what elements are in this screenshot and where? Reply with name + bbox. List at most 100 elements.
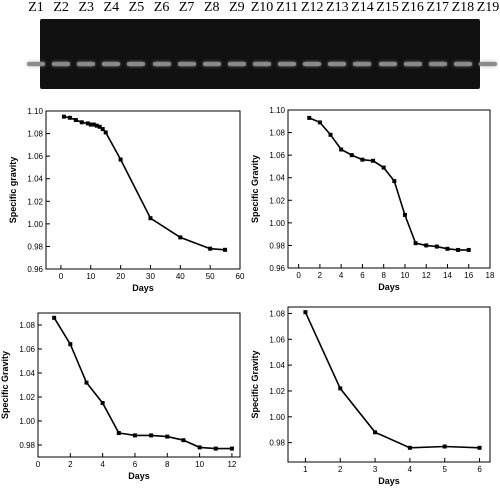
chart-top-left: 0.96 0.98 1.00 1.02 1.04 1.06 1.08 1.10 0 10 20 30 4… [8, 107, 245, 293]
data-point [381, 165, 386, 170]
data-point [118, 157, 123, 162]
data-point [132, 433, 137, 438]
y-tick-label: 1.06 [269, 335, 285, 344]
gel-lane-label: Z18 [451, 0, 475, 15]
gel-band [303, 62, 322, 66]
y-tick-label: 0.98 [27, 242, 43, 251]
chart-bottom-right: 0.98 1.00 1.02 1.04 1.06 1.08 1 2 3 4 5 6 Days Specif… [250, 306, 491, 486]
series-line [63, 115, 226, 251]
gel-lane-label: Z15 [376, 0, 399, 15]
gel-band [102, 62, 121, 66]
y-tick-label: 1.00 [19, 417, 35, 426]
y-axis-label: Specific gravity [8, 157, 18, 224]
x-tick-label: 6 [133, 460, 138, 469]
x-tick-label: 1 [303, 465, 308, 474]
gel-lane-label: Z4 [103, 0, 120, 15]
y-tick-label: 0.96 [269, 264, 285, 273]
gel-band [202, 62, 221, 66]
gel-lane-label: Z11 [276, 0, 299, 15]
y-tick-label: 0.98 [269, 241, 285, 250]
gel-image [27, 19, 497, 89]
y-tick-label: 1.10 [269, 106, 285, 115]
data-point [181, 438, 186, 443]
x-tick-label: 4 [408, 465, 413, 474]
y-tick-label: 1.08 [269, 309, 285, 318]
y-tick-label: 0.98 [269, 439, 285, 448]
data-point [307, 115, 312, 120]
x-tick-label: 8 [381, 271, 386, 280]
gel-lane-label: Z12 [300, 0, 324, 15]
x-tick-label: 12 [422, 271, 431, 280]
data-point [392, 179, 397, 184]
x-axis-label: Days [128, 471, 150, 481]
y-tick-label: 1.00 [269, 413, 285, 422]
y-tick-label: 0.98 [19, 441, 35, 450]
x-tick-label: 12 [227, 460, 236, 469]
y-tick-label: 1.02 [269, 387, 285, 396]
y-tick-label: 1.06 [19, 345, 35, 354]
y-tick-label: 1.00 [269, 219, 285, 228]
plot-frame [287, 109, 491, 269]
y-tick-label: 1.02 [19, 393, 35, 402]
data-point [67, 115, 72, 120]
data-point [303, 310, 308, 315]
series-line [53, 317, 232, 450]
data-point [100, 401, 105, 405]
gel-band [353, 62, 372, 66]
x-tick-label: 2 [338, 465, 343, 474]
gel-lane-label: Z5 [128, 0, 145, 15]
data-point [407, 445, 412, 450]
y-tick-label: 0.96 [27, 265, 43, 274]
data-point [79, 120, 84, 125]
data-point [477, 445, 482, 450]
data-point [84, 380, 89, 385]
x-tick-label: 40 [176, 272, 185, 281]
gel-band [253, 62, 271, 66]
data-point [442, 444, 447, 449]
x-tick-label: 5 [442, 465, 447, 474]
gel-band [428, 62, 447, 66]
chart-top-right: 0.96 0.98 1.00 1.02 1.04 1.06 1.08 1.10 0 2 4 6 8 10 1… [250, 106, 495, 292]
x-tick-label: 0 [296, 271, 301, 280]
data-point [213, 446, 218, 451]
gel-lane-label: Z1 [28, 0, 44, 15]
series-line [304, 311, 480, 449]
plot-frame [287, 306, 491, 463]
x-tick-label: 3 [373, 465, 378, 474]
gel-lane-label: Z17 [426, 0, 450, 15]
data-point [73, 118, 78, 123]
gel-lane-label: Z19 [476, 0, 500, 15]
y-tick-label: 1.08 [269, 129, 285, 138]
gel-lane-label: Z13 [326, 0, 349, 15]
x-tick-label: 2 [68, 460, 73, 469]
data-point [373, 430, 378, 435]
data-point [445, 246, 450, 251]
gel-lane-label: Z14 [351, 0, 374, 15]
x-tick-label: 50 [206, 272, 215, 281]
x-tick-label: 0 [59, 272, 64, 281]
data-point [100, 127, 105, 132]
data-point [97, 124, 102, 129]
data-point [91, 122, 96, 127]
gel-band [152, 62, 171, 66]
x-tick-label: 10 [400, 271, 409, 280]
gel-lane-label: Z7 [178, 0, 195, 15]
data-point [360, 157, 365, 162]
y-tick-label: 1.08 [19, 321, 35, 330]
data-point [88, 122, 93, 127]
gel-lane-label: Z6 [153, 0, 170, 15]
data-point [103, 130, 108, 135]
x-tick-label: 18 [486, 271, 495, 280]
y-axis-label: Specific Gravity [250, 350, 260, 418]
data-point [61, 114, 66, 119]
data-point [434, 244, 439, 249]
y-tick-label: 1.10 [27, 107, 43, 116]
y-tick-label: 1.04 [19, 369, 35, 378]
x-tick-label: 4 [100, 460, 105, 469]
gel-band [177, 62, 196, 66]
gel-lane-label: Z8 [203, 0, 220, 15]
gel-lane-label: Z2 [53, 0, 69, 15]
gel-band [127, 62, 146, 66]
chart-bottom-left: 0.98 1.00 1.02 1.04 1.06 1.08 0 2 4 6 8 10 12 Days Spe… [0, 312, 241, 481]
gel-lane-label: Z10 [250, 0, 274, 15]
